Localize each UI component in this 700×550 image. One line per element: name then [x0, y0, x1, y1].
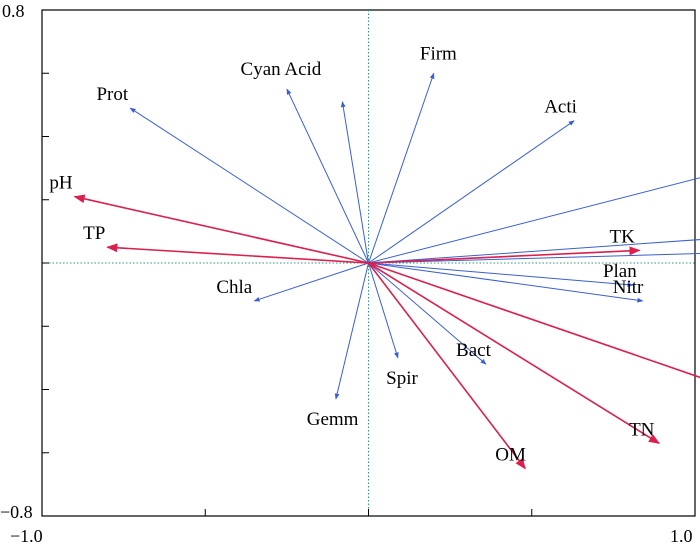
species-arrow: [253, 262, 369, 302]
species-arrow: [340, 101, 369, 264]
species-arrow: [368, 253, 700, 264]
arrow-label: Nitr: [613, 277, 644, 298]
arrow-label: Bact: [456, 340, 492, 361]
species-arrow: [368, 120, 575, 264]
arrow-label: Chla: [216, 277, 252, 298]
species-arrows: [129, 72, 700, 400]
arrow-label: OM: [495, 445, 526, 466]
environment-arrow: [368, 246, 641, 264]
environment-arrow: [368, 262, 700, 379]
environment-arrow: [73, 194, 369, 264]
arrow-label: TP: [83, 223, 105, 244]
y-tick-label-top: 0.8: [2, 1, 25, 21]
species-arrow: [334, 262, 369, 400]
environment-arrow: [106, 243, 369, 264]
arrow-label: pH: [49, 173, 73, 194]
arrow-label: Cyan Acid: [241, 59, 322, 80]
species-arrow: [368, 72, 435, 264]
tick-marks: [41, 9, 696, 517]
arrow-label: TK: [609, 226, 635, 247]
environment-arrows: [73, 194, 700, 470]
species-arrow: [368, 262, 644, 303]
species-arrow: [286, 88, 369, 264]
arrow-label: Acti: [544, 97, 577, 118]
arrow-label: Gemm: [307, 409, 359, 430]
arrow-label: Firm: [420, 43, 457, 64]
species-arrow: [368, 262, 634, 288]
environment-arrow: [368, 262, 661, 444]
arrow-label: Spir: [386, 368, 418, 389]
arrow-label: Prot: [96, 84, 128, 105]
y-tick-label-bottom: −0.8: [0, 502, 33, 522]
arrow-label: Plan: [603, 261, 637, 282]
species-arrow: [368, 262, 487, 365]
environment-arrow: [367, 262, 526, 470]
x-tick-label-left: −1.0: [10, 526, 43, 546]
species-arrow: [129, 107, 369, 264]
x-tick-label-right: 1.0: [670, 526, 693, 546]
arrow-label: TN: [629, 419, 655, 440]
species-arrow: [368, 177, 700, 264]
species-arrow: [368, 262, 399, 359]
species-arrow: [368, 239, 700, 264]
